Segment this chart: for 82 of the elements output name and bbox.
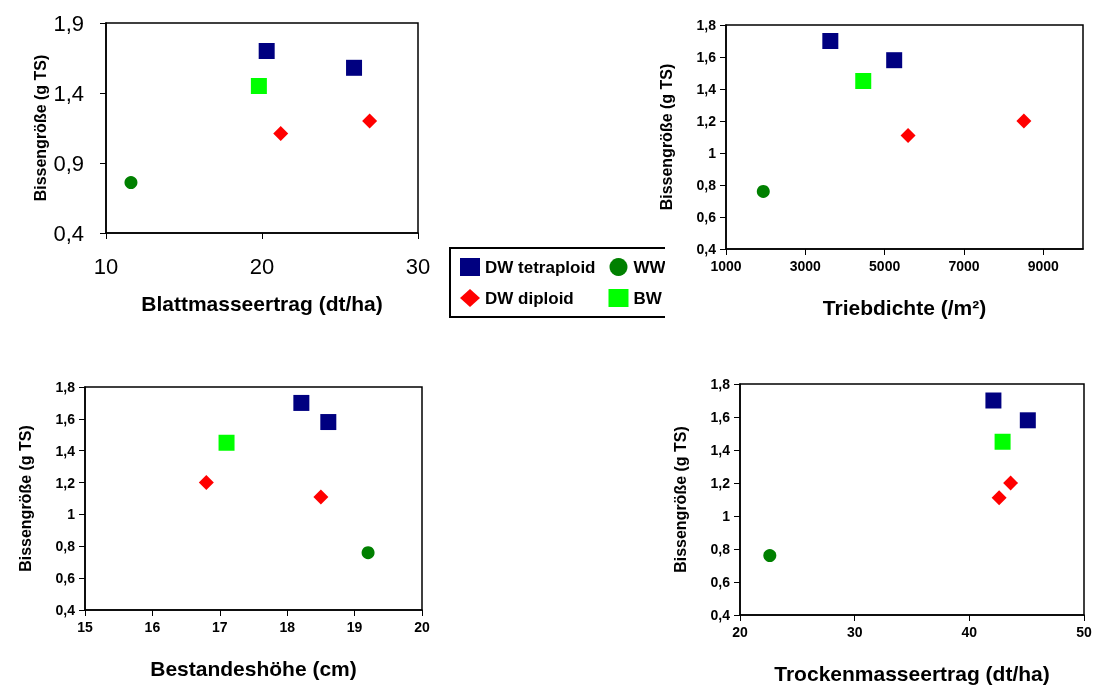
y-tick-label: 0,4 xyxy=(710,607,731,623)
x-axis-title: Blattmasseertrag (dt/ha) xyxy=(141,292,383,315)
y-tick-label: 1,4 xyxy=(55,442,76,459)
y-tick-label: 0,6 xyxy=(710,574,731,590)
point xyxy=(124,176,138,190)
y-tick-label: 0,4 xyxy=(53,220,84,246)
point xyxy=(994,433,1011,450)
y-tick-label: 1,4 xyxy=(696,81,717,97)
x-tick-label: 19 xyxy=(346,619,363,635)
y-axis-title: Bissengröße (g TS) xyxy=(31,54,49,202)
point xyxy=(900,127,916,143)
x-tick-label: 20 xyxy=(249,253,275,279)
y-tick-label: 1,4 xyxy=(53,80,84,106)
y-tick-label: 1 xyxy=(67,506,76,523)
x-tick-label: 5000 xyxy=(869,258,901,274)
x-axis-title: Trockenmasseertrag (dt/ha) xyxy=(774,662,1050,685)
y-tick-label: 1,2 xyxy=(696,113,717,129)
x-tick-label: 3000 xyxy=(789,258,822,274)
y-tick-label: 1,8 xyxy=(55,379,76,395)
point xyxy=(756,184,770,198)
y-tick-label: 0,6 xyxy=(55,570,76,587)
y-tick-label: 1,2 xyxy=(55,474,76,491)
point xyxy=(218,434,235,451)
legend-label: DW tetraploid xyxy=(485,257,596,277)
y-tick-label: 0,8 xyxy=(696,177,717,193)
x-tick-label: 18 xyxy=(279,619,296,635)
x-tick-label: 1000 xyxy=(710,258,742,274)
x-tick-label: 40 xyxy=(961,624,978,640)
y-tick-label: 1,8 xyxy=(696,17,717,33)
x-tick-label: 7000 xyxy=(948,258,980,274)
x-tick-label: 17 xyxy=(212,619,228,635)
point xyxy=(991,490,1007,506)
x-tick-label: 30 xyxy=(846,624,863,640)
y-tick-label: 1,6 xyxy=(696,49,717,65)
point xyxy=(361,546,375,560)
point xyxy=(886,52,903,69)
x-tick-label: 15 xyxy=(77,619,93,635)
point xyxy=(273,126,289,142)
point xyxy=(258,43,275,59)
point xyxy=(293,394,310,411)
x-tick-label: 50 xyxy=(1076,624,1092,640)
y-tick-label: 1,9 xyxy=(53,10,84,36)
x-tick-label: 9000 xyxy=(1027,258,1060,274)
y-axis-title: Bissengröße (g TS) xyxy=(16,425,34,572)
y-tick-label: 1 xyxy=(722,508,731,524)
point xyxy=(1016,113,1032,129)
x-axis-title: Bestandeshöhe (cm) xyxy=(150,657,357,680)
point xyxy=(1019,412,1036,429)
y-tick-label: 1,2 xyxy=(710,475,731,491)
y-tick-label: 1,6 xyxy=(710,409,731,425)
x-tick-label: 10 xyxy=(93,253,119,279)
point xyxy=(1003,475,1019,491)
x-tick-label: 20 xyxy=(732,624,748,640)
x-tick-label: 30 xyxy=(405,253,431,279)
y-axis-title: Bissengröße (g TS) xyxy=(671,426,689,573)
y-tick-label: 0,4 xyxy=(55,602,76,618)
y-tick-label: 1,4 xyxy=(710,442,731,458)
y-tick-label: 0,4 xyxy=(696,241,717,257)
y-tick-label: 1,6 xyxy=(55,410,76,427)
point xyxy=(362,113,378,129)
point xyxy=(346,59,363,76)
point xyxy=(198,475,214,491)
point xyxy=(763,549,777,563)
legend-label: BW xyxy=(633,288,663,308)
point xyxy=(822,33,839,49)
point xyxy=(320,414,337,431)
x-axis-title: Triebdichte (/m²) xyxy=(822,296,987,319)
x-tick-label: 20 xyxy=(414,619,430,635)
y-tick-label: 0,9 xyxy=(53,150,84,176)
point xyxy=(250,78,267,94)
point xyxy=(985,392,1002,409)
y-tick-label: 1,8 xyxy=(710,376,731,392)
y-tick-label: 0,8 xyxy=(55,538,76,555)
y-tick-label: 1 xyxy=(708,145,717,161)
y-tick-label: 0,8 xyxy=(710,541,731,557)
legend-label: DW diploid xyxy=(485,288,574,308)
x-tick-label: 16 xyxy=(144,619,161,635)
point xyxy=(313,489,329,505)
point xyxy=(855,73,872,89)
y-tick-label: 0,6 xyxy=(696,209,717,225)
y-axis-title: Bissengröße (g TS) xyxy=(657,63,675,211)
legend-label: WW xyxy=(633,257,667,277)
